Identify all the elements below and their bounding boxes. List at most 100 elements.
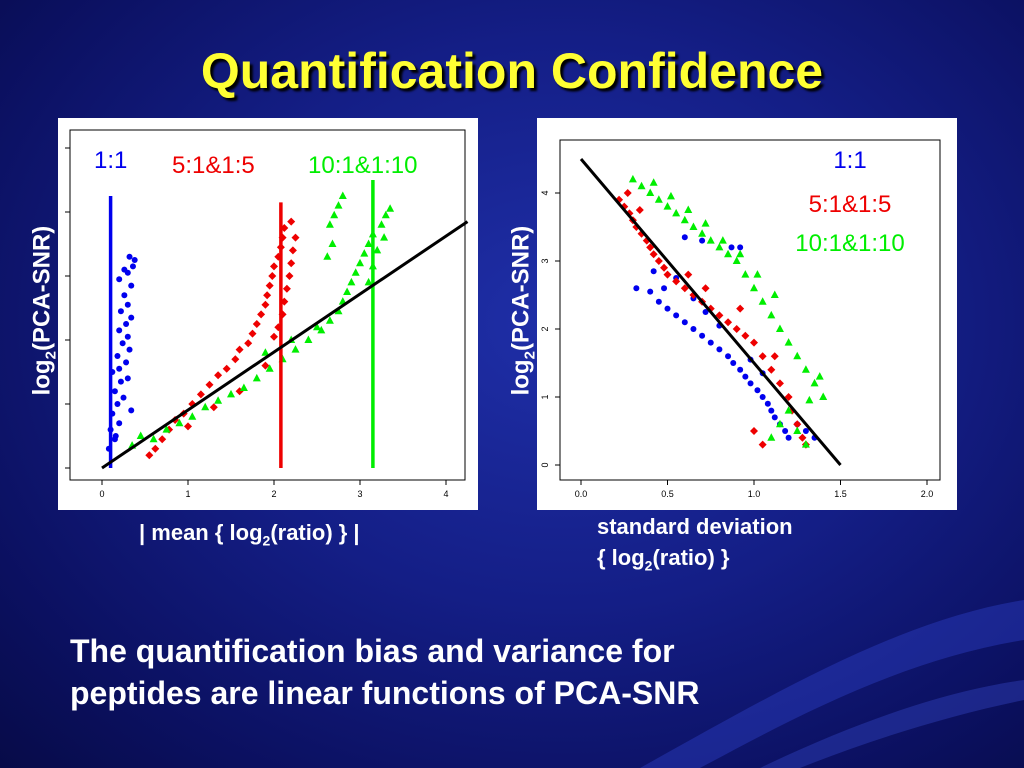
left-chart-point: [287, 217, 296, 226]
left-chart-point: [112, 433, 119, 439]
left-y-axis-title: log2(PCA-SNR): [28, 225, 60, 396]
right-chart-point: [754, 387, 761, 394]
left-chart-y-tick-label: 4: [58, 209, 60, 214]
right-chart-point: [680, 284, 689, 293]
right-chart-point: [646, 243, 655, 252]
left-chart-point: [328, 239, 337, 247]
left-chart-point: [304, 335, 313, 343]
left-chart-point: [364, 277, 373, 286]
left-chart-point: [117, 308, 124, 315]
left-chart-legend-label: 10:1&1:10: [308, 152, 417, 179]
right-chart-point: [680, 215, 689, 224]
right-chart-legend-label: 5:1&1:5: [809, 191, 892, 218]
right-chart-point: [649, 178, 658, 186]
right-chart-point: [728, 244, 735, 251]
right-chart-point: [633, 285, 640, 292]
right-chart-point: [672, 277, 681, 286]
left-chart-point: [128, 407, 135, 414]
left-chart-point: [184, 422, 192, 431]
right-chart-point: [718, 236, 727, 244]
right-chart-point: [620, 202, 629, 211]
right-chart-point: [747, 380, 754, 387]
right-chart-point: [681, 319, 688, 326]
left-chart-point: [123, 359, 130, 366]
left-chart-point: [261, 361, 270, 370]
right-chart-point: [775, 324, 784, 332]
right-x-axis-title-line1: standard deviation: [597, 514, 793, 539]
right-chart-point: [702, 309, 709, 315]
right-chart-point: [690, 326, 697, 332]
right-chart-x-tick-label: 1.0: [748, 489, 761, 499]
right-chart-point: [724, 318, 733, 327]
left-chart-point: [201, 402, 210, 411]
left-chart-point: [124, 301, 131, 308]
left-chart-point: [270, 262, 278, 271]
left-chart-point: [325, 316, 334, 324]
left-chart-point: [356, 258, 364, 267]
left-chart-point: [117, 378, 124, 385]
right-chart-point: [732, 256, 741, 264]
right-chart-point: [724, 249, 733, 258]
right-chart-point: [784, 406, 793, 414]
right-chart-point: [699, 332, 706, 339]
left-chart-point: [261, 300, 270, 309]
right-chart-y-tick-label: 2: [540, 326, 550, 331]
left-chart-point: [239, 383, 248, 391]
left-chart-point: [214, 371, 223, 380]
left-chart-point: [136, 431, 145, 439]
right-chart-point: [775, 379, 784, 388]
right-chart-point: [758, 297, 767, 305]
left-chart-point: [116, 365, 123, 372]
right-chart-point: [784, 393, 793, 401]
left-chart-point: [313, 322, 321, 331]
left-chart-point: [323, 252, 332, 260]
left-x-axis-title: | mean { log2(ratio) } |: [139, 520, 360, 549]
left-chart-point: [124, 333, 131, 340]
left-chart-point: [151, 444, 160, 453]
right-chart-point: [753, 270, 762, 278]
left-chart-point: [257, 310, 266, 319]
right-chart-point: [699, 237, 706, 244]
right-chart-point: [672, 208, 681, 217]
left-chart-y-tick-label: 1: [58, 401, 60, 406]
right-chart-point: [649, 250, 658, 259]
left-chart-point: [381, 210, 390, 219]
right-chart-point: [736, 249, 745, 258]
right-chart-point: [785, 434, 792, 441]
left-chart-point: [360, 249, 369, 257]
right-chart-y-tick-label: 4: [540, 190, 550, 195]
right-chart-point: [663, 202, 672, 210]
right-chart-point: [623, 189, 632, 197]
right-chart-point: [664, 305, 671, 312]
right-chart-point: [635, 206, 644, 214]
right-chart-point: [784, 338, 793, 346]
caption-line-1: The quantification bias and variance for: [70, 633, 675, 669]
right-chart-plot-frame: [559, 139, 941, 481]
right-chart-x-tick-label: 1.5: [834, 489, 847, 499]
slide-caption: The quantification bias and variance for…: [70, 630, 950, 714]
right-chart-legend-label: 1:1: [833, 147, 866, 174]
left-chart-point: [214, 396, 223, 404]
right-chart-point: [767, 433, 776, 441]
right-chart-point: [793, 426, 802, 434]
left-chart-y-tick-label: 3: [58, 273, 60, 278]
right-chart-point: [767, 310, 776, 319]
left-chart-point: [114, 353, 121, 359]
right-chart-point: [701, 219, 710, 227]
right-chart-point: [771, 414, 778, 421]
right-chart-point: [741, 331, 750, 340]
right-chart-point: [770, 352, 779, 361]
left-chart-point: [265, 364, 274, 372]
right-chart-x-tick-label: 2.0: [921, 489, 934, 499]
right-chart-point: [798, 433, 807, 442]
left-chart-point: [252, 320, 261, 328]
left-chart-point: [248, 329, 257, 338]
left-chart-point: [128, 282, 135, 289]
left-chart-point: [231, 355, 240, 364]
right-chart-point: [736, 304, 745, 313]
right-scatter-chart: 0.0 0.5 1.0 1.5 2.0 0 1 2 3 4 1:1 5:1&1:5 10:1&1:10: [540, 139, 941, 499]
left-chart-point: [196, 390, 205, 399]
left-chart-x-tick-label: 2: [271, 489, 276, 499]
left-chart-point: [338, 191, 347, 199]
right-chart-point: [628, 174, 637, 183]
